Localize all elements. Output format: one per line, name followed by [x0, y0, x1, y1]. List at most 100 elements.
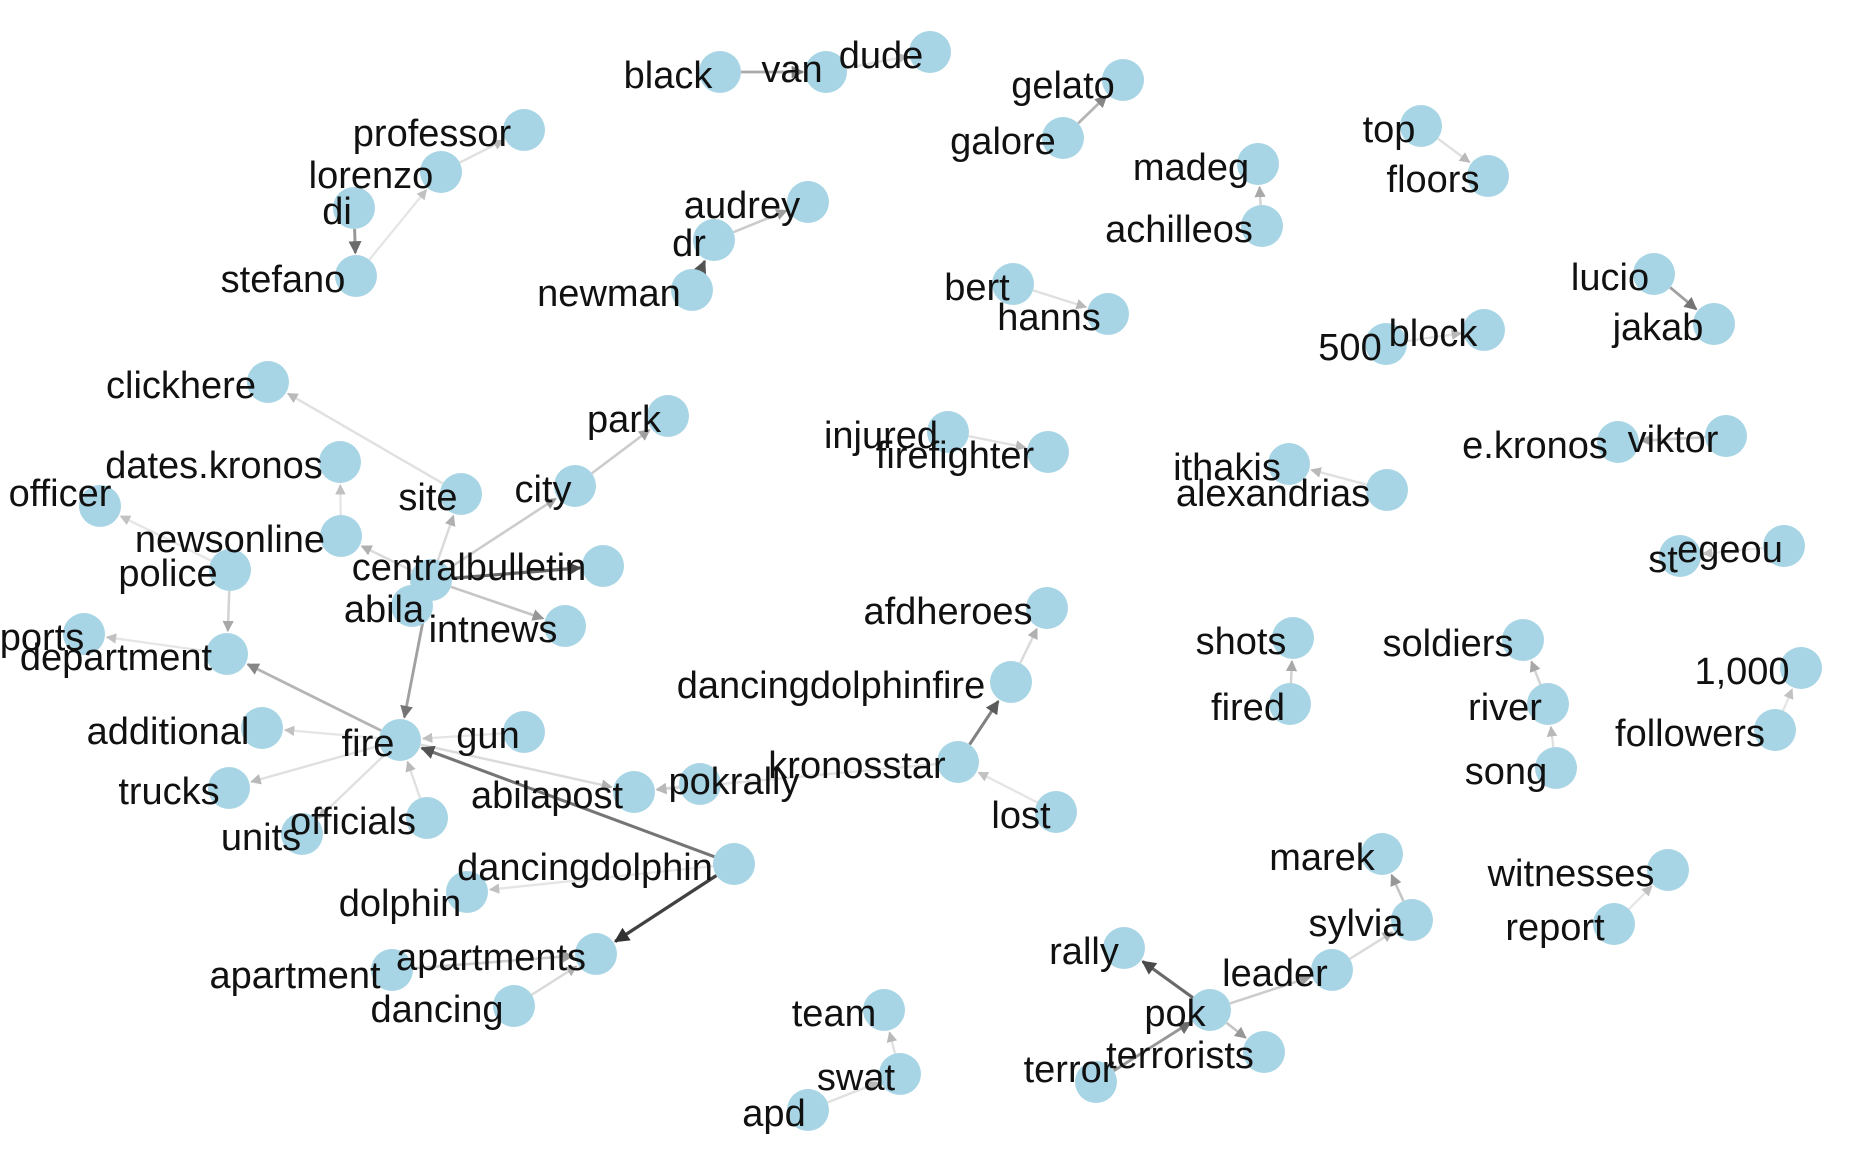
- edge-egeou-to-st: [1701, 546, 1764, 559]
- node-witnesses: [1647, 849, 1689, 891]
- node-team: [863, 989, 905, 1031]
- node-top: [1400, 105, 1442, 147]
- node-gun: [503, 711, 545, 753]
- node-label-park: park: [587, 399, 662, 441]
- node-label-dude: dude: [839, 35, 924, 77]
- node-lost: [1035, 791, 1077, 833]
- node-professor: [503, 109, 545, 151]
- node-label-top: top: [1363, 109, 1416, 151]
- node-label-van: van: [761, 49, 822, 91]
- node-firefighter: [1027, 431, 1069, 473]
- node-label-audrey: audrey: [684, 185, 800, 227]
- labels-layer: black van dude gelato galore professorlorenzo…: [0, 35, 1790, 1135]
- node-label-egeou: egeou: [1677, 529, 1783, 571]
- edge-centralbulletin-to-site: [436, 514, 456, 561]
- edge-apartment-to-apartments: [412, 950, 575, 970]
- node-label-lorenzo: lorenzo: [309, 155, 434, 197]
- node-label-dates-kronos: dates.kronos: [105, 445, 323, 487]
- edge-river-to-soldiers: [1529, 660, 1542, 685]
- edge-lost-to-kronosstar: [977, 771, 1038, 804]
- node-label-units: units: [221, 817, 301, 859]
- node-dancing: [493, 985, 535, 1027]
- node-label-police: police: [118, 553, 217, 595]
- node-fired: [1269, 683, 1311, 725]
- node-label-e-kronos: e.kronos: [1462, 425, 1608, 467]
- node-city: [554, 465, 596, 507]
- edge-report-to-witnesses: [1628, 885, 1653, 910]
- node-label-abilapost: abilapost: [471, 775, 624, 817]
- node-label-clickhere: clickhere: [106, 365, 256, 407]
- node-label-reports: ports: [0, 617, 84, 659]
- node-shots: [1272, 617, 1314, 659]
- node-label-ithakis: ithakis: [1173, 447, 1281, 489]
- node-label-newman: newman: [537, 273, 681, 315]
- edge-centralbulletin-to-bulletin: [451, 561, 582, 580]
- edge-leader-to-sylvia: [1349, 931, 1394, 960]
- edge-pok-to-leader: [1229, 974, 1312, 1005]
- node-label-officials: officials: [290, 801, 416, 843]
- node-achilleos: [1241, 205, 1283, 247]
- node-label-witnesses: witnesses: [1487, 853, 1655, 895]
- edge-kronosstar-to-dancingdolphinfire: [968, 700, 1000, 746]
- node-site: [440, 473, 482, 515]
- node-leader: [1311, 949, 1353, 991]
- edge-site-to-clickhere: [286, 392, 444, 485]
- edge-centralbulletin-to-newsonline: [360, 545, 413, 572]
- node-label-pokrally: pokrally: [669, 761, 800, 803]
- node-label-river: river: [1468, 687, 1542, 729]
- edge-centralbulletin-to-city: [447, 497, 557, 570]
- node-followers: [1754, 709, 1796, 751]
- edge-stefano-to-lorenzo: [368, 189, 428, 261]
- node-label-department: department: [20, 637, 213, 679]
- node-label-report: report: [1505, 907, 1605, 949]
- node-label-city: city: [515, 469, 572, 511]
- edge-achilleos-to-madeg: [1254, 185, 1266, 206]
- node-label-500: 500: [1318, 327, 1381, 369]
- node-apd: [787, 1089, 829, 1131]
- node-label-firefighter: firefighter: [876, 435, 1035, 477]
- node-apartments: [575, 933, 617, 975]
- edge-sylvia-to-marek: [1390, 873, 1405, 902]
- node-e-kronos: [1597, 421, 1639, 463]
- node-label-marek: marek: [1269, 837, 1376, 879]
- node-jakab: [1693, 303, 1735, 345]
- edge-officials-to-fire: [405, 760, 422, 799]
- node-floors: [1467, 155, 1509, 197]
- node-abilapost: [613, 771, 655, 813]
- edge-department-to-reports: [105, 633, 207, 653]
- node-police: [209, 549, 251, 591]
- node-newman: [671, 269, 713, 311]
- node-label-apd: apd: [742, 1093, 805, 1135]
- node-dates-kronos: [319, 441, 361, 483]
- node-park: [647, 395, 689, 437]
- edge-alexandrias-to-ithakis: [1310, 467, 1368, 486]
- node-label-site: site: [398, 477, 457, 519]
- node-hanns: [1087, 293, 1129, 335]
- node-dancingdolphinfire: [990, 661, 1032, 703]
- edge-song-to-river: [1546, 725, 1558, 748]
- edge-terror-to-pok: [1112, 1021, 1192, 1073]
- edge-gun-to-fire: [421, 732, 504, 744]
- node-label-intnews: intnews: [429, 609, 558, 651]
- node-label-pok: pok: [1144, 993, 1206, 1035]
- node-dr: [693, 219, 735, 261]
- node-dolphin: [446, 871, 488, 913]
- edge-500-to-block: [1406, 329, 1463, 343]
- node-kronosstar: [937, 741, 979, 783]
- node-lucio: [1633, 253, 1675, 295]
- node-label-di: di: [322, 191, 352, 233]
- node-label-jakab: jakab: [1612, 307, 1704, 349]
- edge-followers-to-1-000: [1782, 688, 1794, 712]
- node-label-song: song: [1465, 751, 1547, 793]
- node-label-fired: fired: [1211, 687, 1285, 729]
- edge-fire-to-trucks: [250, 744, 381, 785]
- edge-dancingdolphin-to-dolphin: [488, 865, 714, 894]
- node-swat: [879, 1053, 921, 1095]
- edge-injured-to-firefighter: [968, 434, 1027, 451]
- node-label-dancingdolphin: dancingdolphin: [457, 847, 713, 889]
- edge-fire-to-department: [246, 663, 382, 732]
- edge-police-to-officer: [119, 515, 212, 562]
- edge-di-to-stefano: [348, 228, 362, 255]
- node-rally: [1103, 927, 1145, 969]
- edge-galore-to-gelato: [1077, 95, 1108, 125]
